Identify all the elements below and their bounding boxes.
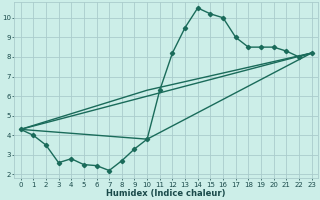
X-axis label: Humidex (Indice chaleur): Humidex (Indice chaleur) [106,189,226,198]
